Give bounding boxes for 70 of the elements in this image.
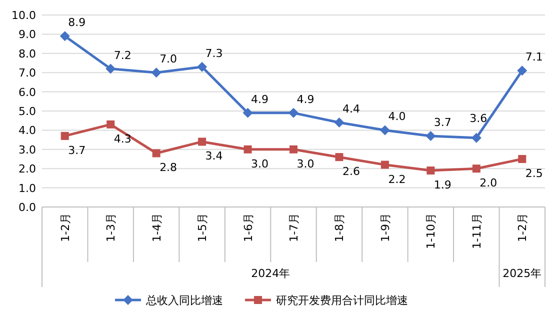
point xyxy=(472,164,480,173)
point xyxy=(334,118,344,128)
point xyxy=(198,138,206,146)
x-tick-label: 1-2月 xyxy=(516,213,530,242)
x-tick-label: 1-2月 xyxy=(58,213,72,242)
point xyxy=(290,145,298,154)
text: 2025年 xyxy=(502,267,542,280)
x-tick-label: 1-8月 xyxy=(333,213,346,242)
data-label: 2.6 xyxy=(342,165,360,178)
data-label: 8.9 xyxy=(68,16,86,30)
x-tick-label: 1-11月 xyxy=(470,213,484,249)
data-label: 4.3 xyxy=(114,132,132,146)
point xyxy=(380,125,390,136)
point xyxy=(106,64,116,74)
point xyxy=(242,108,253,118)
text: 2024年 xyxy=(251,267,290,280)
x-tick-label: 1-9月 xyxy=(378,213,392,242)
y-tick-label: 0.0 xyxy=(18,201,36,214)
legend-label: 总收入同比增速 xyxy=(145,294,223,307)
x-tick-label: 1-5月 xyxy=(196,213,210,242)
data-label: 3.0 xyxy=(296,157,314,170)
x-tick-label: 1-3月 xyxy=(104,213,118,242)
data-label: 7.3 xyxy=(205,46,223,60)
data-label: 7.0 xyxy=(160,52,178,66)
data-label: 4.9 xyxy=(251,92,269,106)
x-tick-label: 1-10月 xyxy=(424,213,438,249)
data-label: 3.7 xyxy=(68,144,86,157)
data-label: 7.1 xyxy=(525,50,543,64)
y-tick-label: 3.0 xyxy=(18,143,36,156)
point xyxy=(60,31,70,42)
legend-label: 研究开发费用合计同比增速 xyxy=(276,294,408,307)
point xyxy=(471,132,482,143)
y-tick-label: 2.0 xyxy=(18,162,36,176)
x-tick-label: 1-7月 xyxy=(288,213,300,242)
point xyxy=(197,62,208,72)
y-tick-label: 9.0 xyxy=(18,28,36,42)
y-tick-label: 1.0 xyxy=(18,182,36,195)
data-label: 4.9 xyxy=(296,92,314,106)
data-label: 3.0 xyxy=(251,157,269,170)
data-label: 3.7 xyxy=(434,116,452,129)
point xyxy=(335,153,344,162)
y-tick-label: 10.0 xyxy=(12,9,36,22)
point xyxy=(426,130,436,141)
data-label: 2.5 xyxy=(525,167,543,180)
point xyxy=(518,155,526,163)
point xyxy=(60,132,69,140)
point xyxy=(426,166,435,175)
y-tick-label: 4.0 xyxy=(18,124,36,138)
data-label: 2.0 xyxy=(480,176,498,190)
data-label: 2.8 xyxy=(160,161,178,174)
data-label: 7.2 xyxy=(114,48,132,62)
point xyxy=(151,68,162,78)
y-tick-label: 6.0 xyxy=(18,86,36,99)
point xyxy=(244,145,252,154)
data-label: 4.0 xyxy=(388,110,406,124)
x-tick-label: 1-6月 xyxy=(242,213,255,242)
data-label: 3.4 xyxy=(205,150,223,163)
data-label: 2.2 xyxy=(388,172,406,186)
data-label: 3.6 xyxy=(470,112,488,125)
point xyxy=(517,66,528,76)
y-tick-label: 7.0 xyxy=(18,66,36,80)
point xyxy=(152,149,160,158)
y-tick-label: 8.0 xyxy=(18,47,36,60)
data-label: 1.9 xyxy=(434,178,452,192)
point xyxy=(106,120,115,128)
x-tick-label: 1-4月 xyxy=(150,213,164,242)
point xyxy=(380,160,389,169)
point xyxy=(288,108,298,118)
y-tick-label: 5.0 xyxy=(18,105,36,118)
data-label: 4.4 xyxy=(342,102,360,116)
